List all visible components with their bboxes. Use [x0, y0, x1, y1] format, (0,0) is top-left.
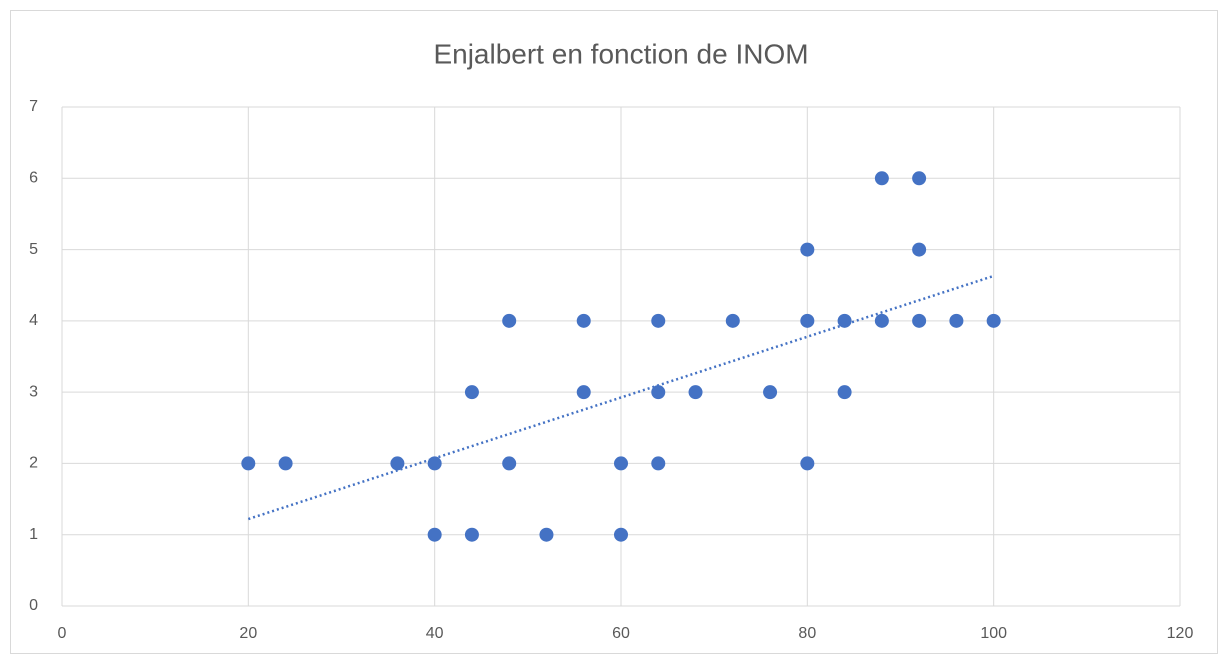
point	[725, 313, 740, 328]
y-tick-label: 4	[29, 312, 38, 329]
chart-title: Enjalbert en fonction de INOM	[433, 38, 808, 69]
point	[874, 171, 889, 186]
point	[464, 385, 479, 400]
point	[651, 313, 666, 328]
point	[539, 527, 554, 542]
point	[651, 385, 666, 400]
point	[614, 456, 628, 471]
point	[800, 456, 815, 471]
y-tick-label: 6	[29, 170, 38, 187]
x-tick-label: 0	[58, 625, 67, 642]
point	[427, 456, 442, 471]
point	[502, 456, 517, 471]
point	[502, 313, 517, 328]
y-tick-label: 5	[29, 241, 38, 258]
point	[837, 313, 852, 328]
y-tick-label: 0	[29, 597, 38, 614]
point	[576, 385, 591, 400]
x-tick-label: 120	[1167, 625, 1194, 642]
point	[912, 171, 927, 186]
x-tick-label: 60	[612, 625, 630, 642]
point	[949, 313, 964, 328]
point	[576, 313, 591, 328]
point	[688, 385, 703, 400]
point	[986, 313, 1001, 328]
point	[763, 385, 778, 400]
point	[464, 527, 479, 542]
point	[390, 456, 405, 471]
point	[278, 456, 293, 471]
x-tick-label: 100	[980, 625, 1007, 642]
y-tick-label: 2	[29, 455, 38, 472]
point	[912, 313, 927, 328]
point	[912, 242, 927, 257]
point	[241, 456, 256, 471]
point	[427, 527, 442, 542]
y-tick-label: 3	[29, 383, 38, 400]
trendline	[247, 274, 995, 521]
point	[874, 313, 889, 328]
point	[800, 313, 815, 328]
point	[837, 385, 852, 400]
chart-frame	[10, 10, 1218, 654]
point	[614, 527, 628, 542]
y-tick-label: 1	[29, 526, 38, 543]
x-tick-label: 20	[239, 625, 257, 642]
point	[800, 242, 815, 257]
x-tick-label: 40	[426, 625, 444, 642]
y-tick-label: 7	[29, 98, 38, 115]
point	[651, 456, 666, 471]
x-tick-label: 80	[798, 625, 816, 642]
